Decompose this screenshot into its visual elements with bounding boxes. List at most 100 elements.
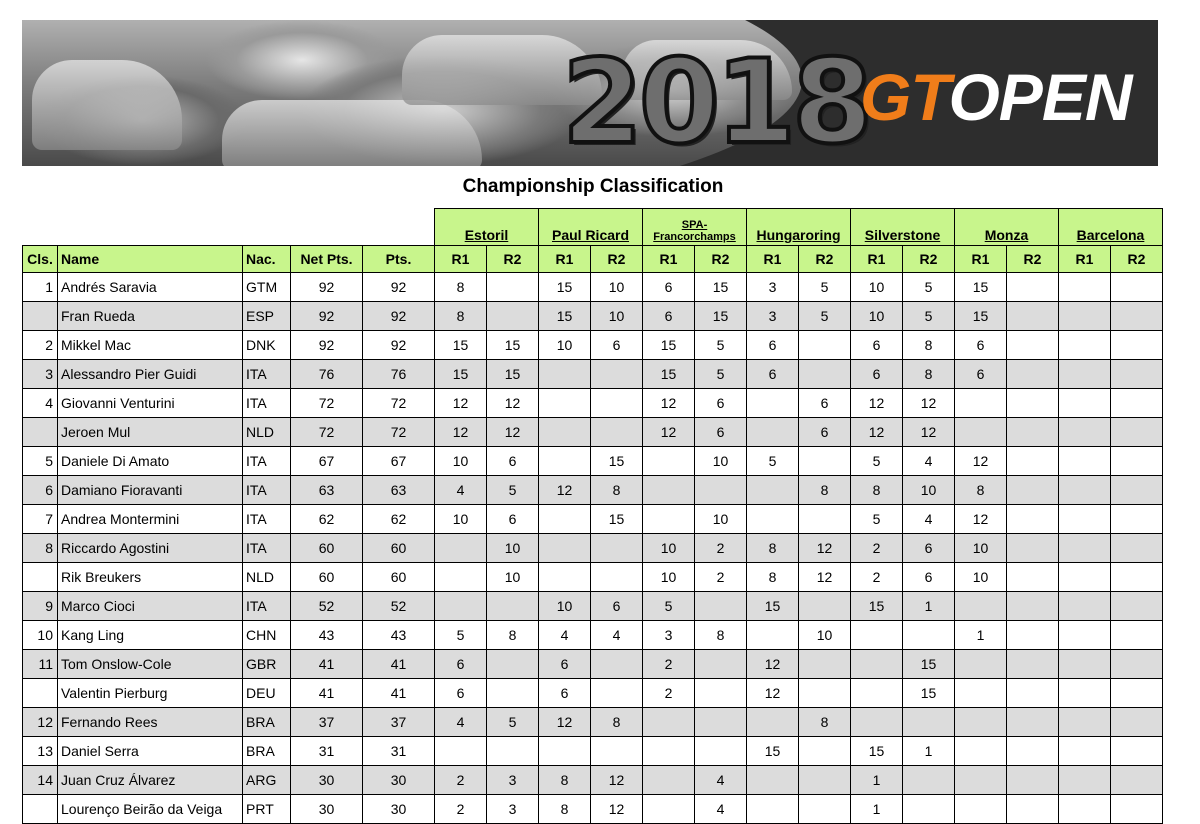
col-nac: Nac.	[242, 245, 291, 273]
cell-nac: CHN	[242, 620, 291, 650]
cell-pts: 92	[362, 272, 435, 302]
table-row: Jeroen Mul NLD 72 72 12 12 12 6 6 12 12	[22, 417, 1163, 447]
cell-race-points	[1058, 301, 1111, 331]
cell-race-points: 8	[590, 707, 643, 737]
cell-race-points	[1006, 765, 1059, 795]
cell-race-points	[746, 707, 799, 737]
cell-pts: 72	[362, 417, 435, 447]
table-row: 12 Fernando Rees BRA 37 37 4 5 12 8 8	[22, 707, 1163, 737]
cell-net-pts: 92	[290, 272, 363, 302]
cell-pts: 41	[362, 678, 435, 708]
event-header: Estoril	[434, 208, 539, 246]
cell-race-points: 6	[434, 649, 487, 679]
table-row: Valentin Pierburg DEU 41 41 6 6 2 12 15	[22, 678, 1163, 708]
cell-net-pts: 43	[290, 620, 363, 650]
cell-race-points: 4	[902, 446, 955, 476]
cell-race-points	[798, 504, 851, 534]
cell-race-points	[746, 620, 799, 650]
cell-race-points	[1006, 562, 1059, 592]
cell-race-points: 6	[538, 678, 591, 708]
cell-race-points: 2	[434, 794, 487, 824]
cell-race-points	[642, 736, 695, 766]
cell-race-points: 8	[798, 475, 851, 505]
cell-race-points	[1006, 359, 1059, 389]
cell-pts: 30	[362, 794, 435, 824]
cell-race-points: 12	[954, 504, 1007, 534]
cell-race-points	[434, 736, 487, 766]
cell-race-points: 15	[538, 272, 591, 302]
event-header: SPA- Francorchamps	[642, 208, 747, 246]
cell-cls: 8	[22, 533, 58, 563]
cell-race-points: 12	[746, 678, 799, 708]
cell-race-points: 8	[798, 707, 851, 737]
cell-net-pts: 41	[290, 649, 363, 679]
col-r2: R2	[1110, 245, 1163, 273]
cell-race-points	[1006, 475, 1059, 505]
cell-race-points: 10	[902, 475, 955, 505]
cell-cls: 10	[22, 620, 58, 650]
cell-name: Rik Breukers	[57, 562, 243, 592]
cell-race-points: 10	[642, 533, 695, 563]
cell-race-points: 10	[694, 504, 747, 534]
cell-race-points: 5	[694, 359, 747, 389]
cell-race-points	[1006, 620, 1059, 650]
cell-nac: ITA	[242, 388, 291, 418]
table-row: 13 Daniel Serra BRA 31 31 15 15 1	[22, 736, 1163, 766]
cell-race-points	[798, 678, 851, 708]
cell-race-points	[954, 417, 1007, 447]
cell-name: Andrés Saravia	[57, 272, 243, 302]
cell-nac: ITA	[242, 475, 291, 505]
col-r1: R1	[746, 245, 799, 273]
cell-cls: 7	[22, 504, 58, 534]
cell-race-points: 12	[850, 417, 903, 447]
cell-race-points	[1110, 504, 1163, 534]
cell-cls	[22, 794, 58, 824]
cell-cls: 13	[22, 736, 58, 766]
table-row: 7 Andrea Montermini ITA 62 62 10 6 15 10 5 4 12	[22, 504, 1163, 534]
cell-race-points: 4	[434, 475, 487, 505]
cell-name: Riccardo Agostini	[57, 533, 243, 563]
cell-race-points: 6	[954, 330, 1007, 360]
cell-race-points: 1	[902, 736, 955, 766]
cell-race-points	[486, 649, 539, 679]
cell-race-points	[590, 533, 643, 563]
cell-race-points	[1006, 388, 1059, 418]
cell-race-points: 15	[642, 359, 695, 389]
cell-cls: 1	[22, 272, 58, 302]
cell-pts: 41	[362, 649, 435, 679]
cell-race-points: 6	[590, 591, 643, 621]
col-r2: R2	[798, 245, 851, 273]
cell-race-points: 12	[538, 707, 591, 737]
table-row: 8 Riccardo Agostini ITA 60 60 10 10 2 8 12 2 6 10	[22, 533, 1163, 563]
cell-name: Damiano Fioravanti	[57, 475, 243, 505]
cell-race-points: 8	[486, 620, 539, 650]
cell-net-pts: 62	[290, 504, 363, 534]
cell-race-points	[1006, 707, 1059, 737]
cell-race-points: 10	[590, 272, 643, 302]
cell-net-pts: 31	[290, 736, 363, 766]
cell-net-pts: 63	[290, 475, 363, 505]
cell-race-points: 8	[434, 272, 487, 302]
cell-race-points	[1058, 562, 1111, 592]
cell-race-points: 5	[434, 620, 487, 650]
cell-pts: 72	[362, 388, 435, 418]
event-header: Silverstone	[850, 208, 955, 246]
cell-race-points: 5	[850, 446, 903, 476]
cell-race-points	[694, 736, 747, 766]
cell-race-points: 5	[746, 446, 799, 476]
cell-name: Daniel Serra	[57, 736, 243, 766]
col-r2: R2	[902, 245, 955, 273]
cell-race-points: 10	[954, 562, 1007, 592]
cell-race-points: 8	[434, 301, 487, 331]
cell-race-points: 6	[902, 562, 955, 592]
cell-race-points: 5	[486, 707, 539, 737]
cell-race-points	[1110, 388, 1163, 418]
cell-race-points	[434, 562, 487, 592]
cell-race-points	[694, 707, 747, 737]
cell-race-points: 12	[850, 388, 903, 418]
cell-race-points: 6	[954, 359, 1007, 389]
cell-race-points: 6	[746, 330, 799, 360]
cell-race-points: 15	[694, 272, 747, 302]
cell-name: Alessandro Pier Guidi	[57, 359, 243, 389]
cell-race-points: 8	[746, 562, 799, 592]
